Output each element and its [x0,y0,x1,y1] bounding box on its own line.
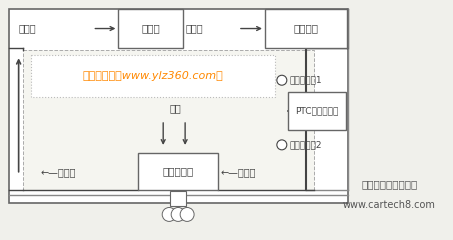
Text: ←—冷却液: ←—冷却液 [41,167,76,177]
Text: 冷却液: 冷却液 [185,24,203,34]
Text: ←—冷却液: ←—冷却液 [220,167,255,177]
Bar [31,55,275,97]
Text: 除气室: 除气室 [141,24,160,34]
Bar [23,50,314,190]
Bar [265,9,347,48]
Text: 冷却液: 冷却液 [19,24,36,34]
Bar [138,153,218,190]
Text: 空气: 空气 [169,103,181,113]
Text: PTC液体加热器: PTC液体加热器 [295,107,338,115]
Circle shape [277,75,287,85]
Text: 中国汽车工程师之家: 中国汽车工程师之家 [361,180,418,190]
Text: www.cartech8.com: www.cartech8.com [343,199,436,210]
Text: 暖风散热器: 暖风散热器 [163,166,194,176]
Text: 温度传感器2: 温度传感器2 [290,140,322,149]
Text: 一览众咨询（www.ylz360.com）: 一览众咨询（www.ylz360.com） [82,71,223,81]
Circle shape [171,208,185,222]
Circle shape [180,208,194,222]
Text: 电动水泵: 电动水泵 [293,24,318,34]
Text: 温度传感器1: 温度传感器1 [290,76,323,85]
Bar [118,9,183,48]
Circle shape [277,140,287,150]
Bar [170,191,186,205]
Circle shape [162,208,176,222]
Bar [9,9,347,203]
Bar [288,92,346,130]
